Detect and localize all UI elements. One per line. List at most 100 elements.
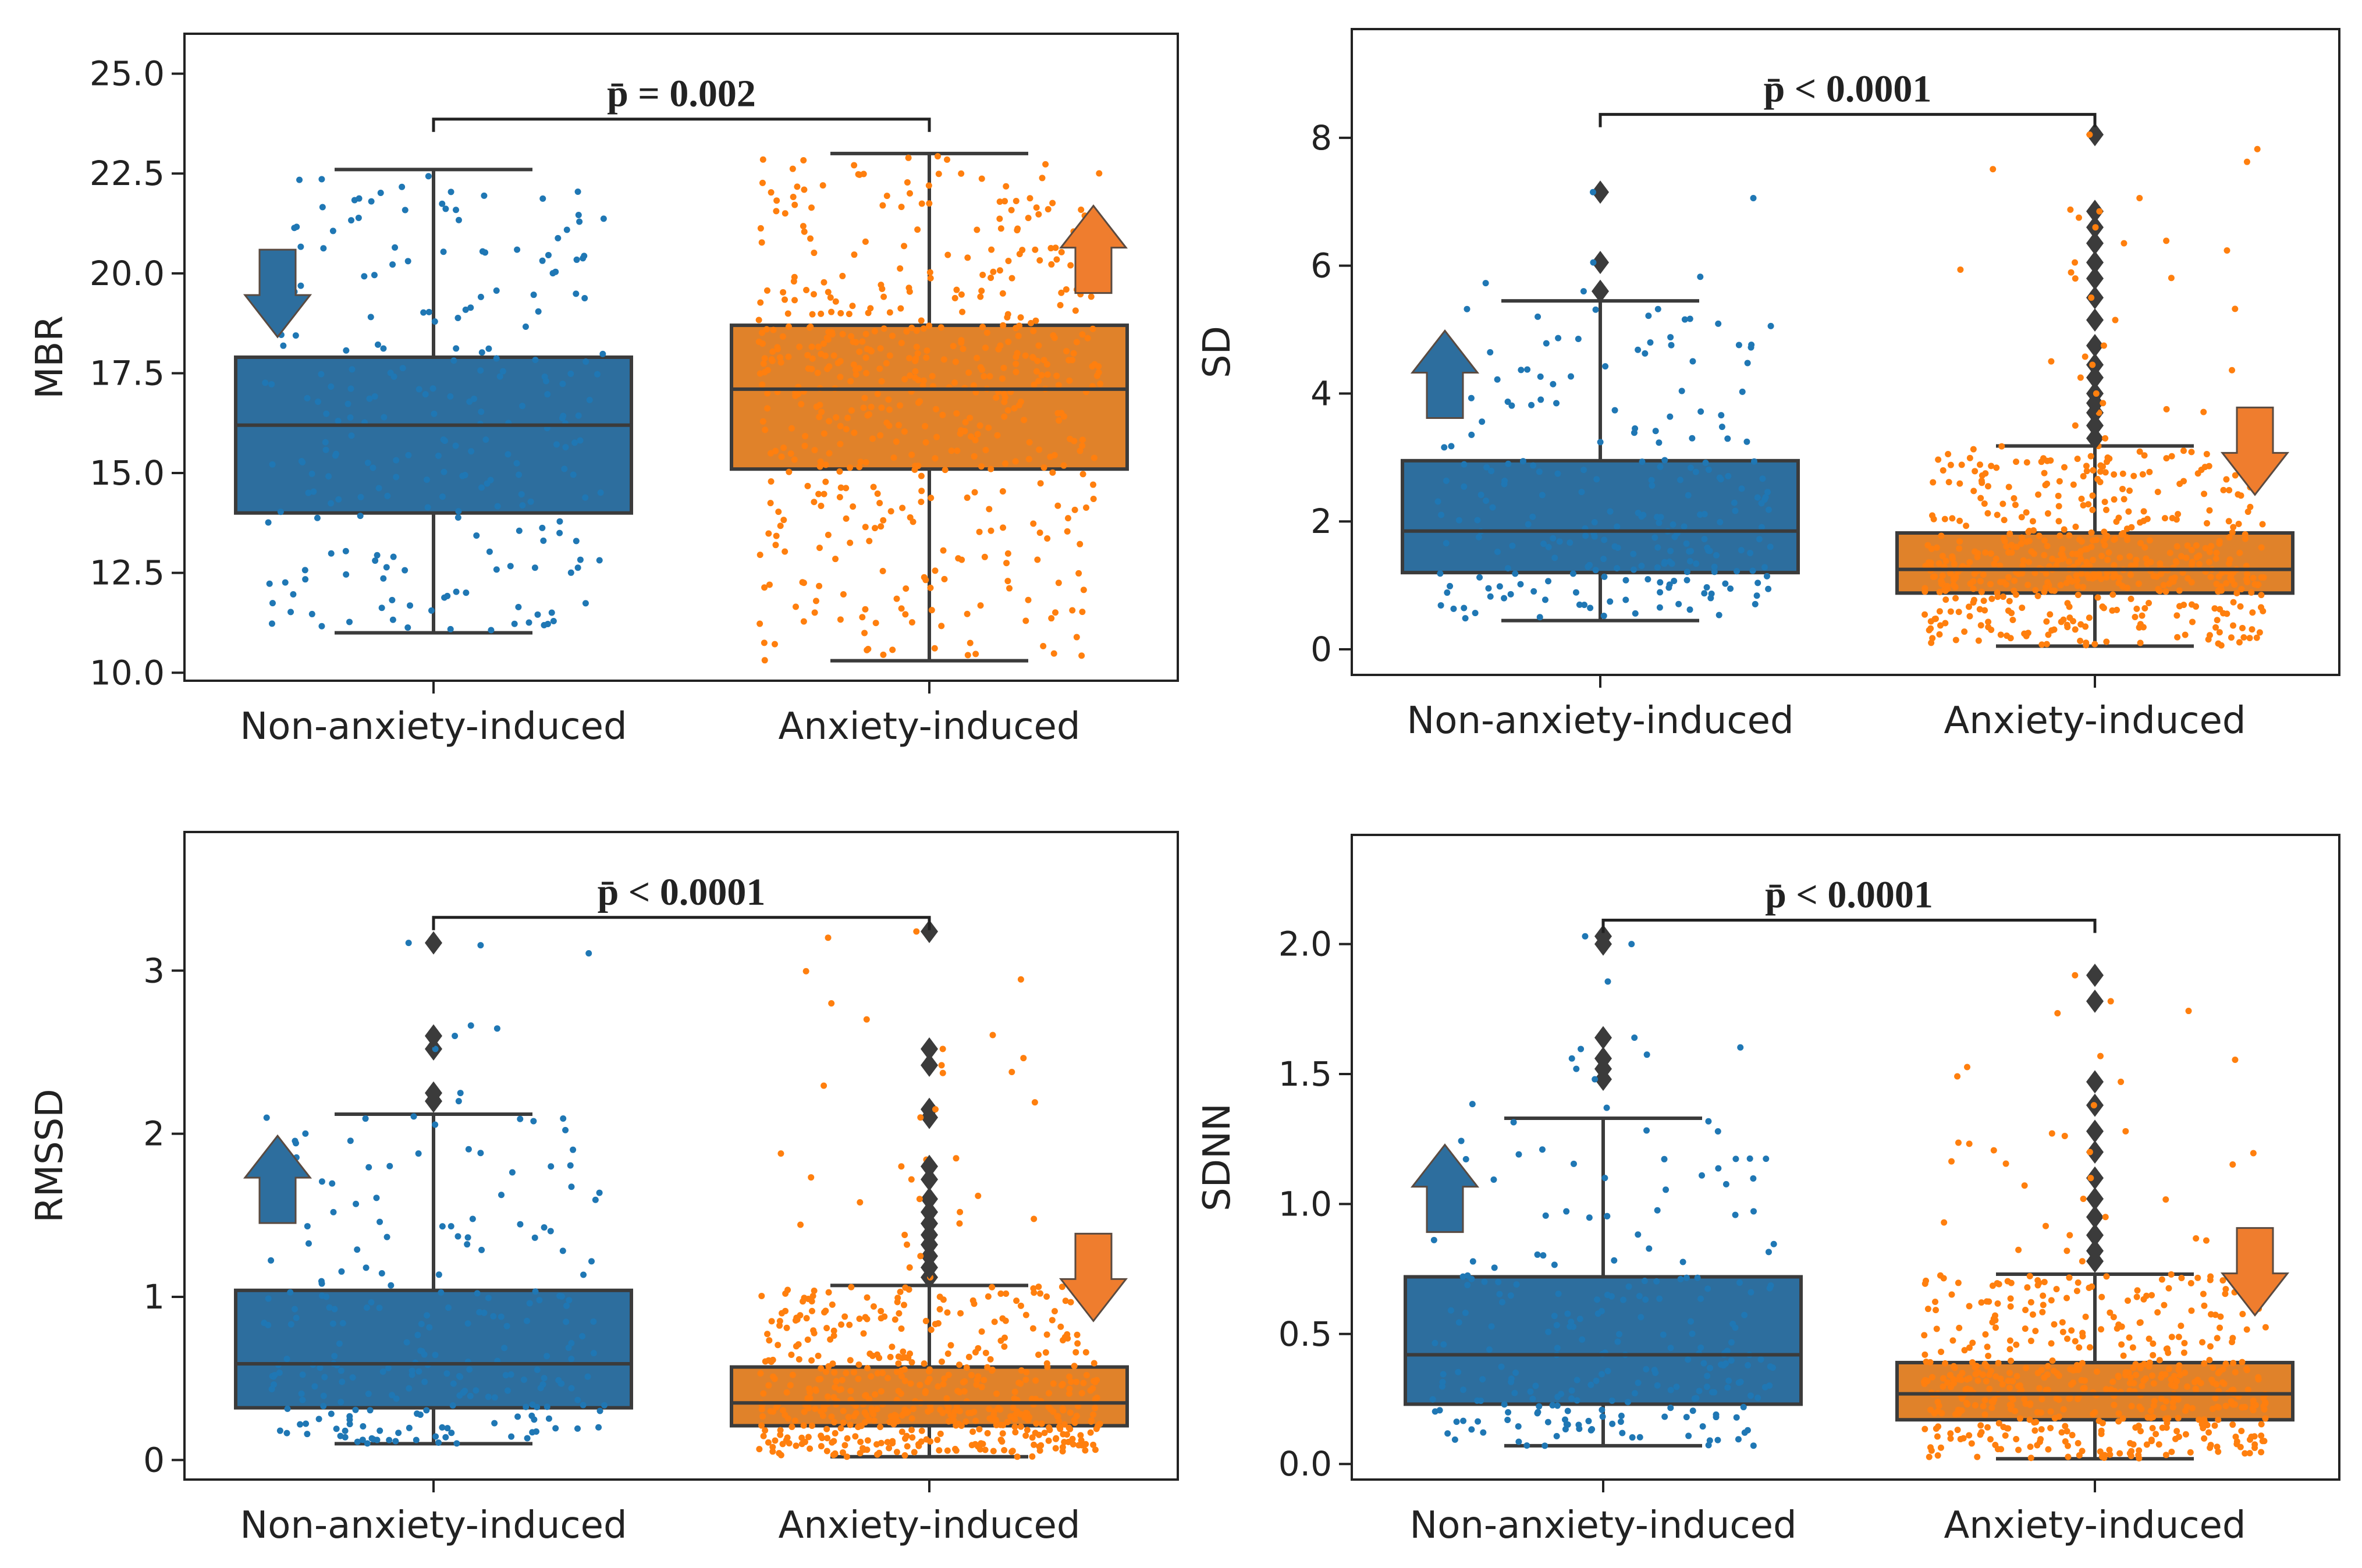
data-point [1080, 1379, 1087, 1386]
data-point [2206, 1357, 2213, 1364]
data-point [808, 1423, 815, 1430]
data-point [2115, 1373, 2122, 1379]
data-point [1980, 598, 1987, 605]
data-point [1921, 1351, 1928, 1358]
data-point [789, 1371, 796, 1378]
data-point [1022, 617, 1029, 624]
data-point [555, 234, 562, 241]
data-point [1746, 1155, 1753, 1162]
data-point [758, 329, 765, 336]
data-point [1724, 1384, 1731, 1391]
data-point [889, 332, 896, 339]
data-point [2154, 488, 2161, 495]
data-point [1537, 396, 1544, 403]
data-point [477, 367, 484, 374]
data-point [1462, 1155, 1469, 1162]
data-point [323, 410, 330, 417]
data-point [1952, 637, 1959, 643]
data-point [2066, 1232, 2073, 1239]
data-point [1964, 1064, 1971, 1071]
data-point [1962, 1386, 1969, 1393]
data-point [837, 616, 844, 623]
data-point [830, 1438, 837, 1445]
data-point [477, 1150, 484, 1157]
data-point [1001, 390, 1008, 397]
data-point [329, 227, 336, 234]
data-point [2187, 1449, 2194, 1456]
data-point [871, 1417, 878, 1424]
data-point [2243, 158, 2250, 165]
data-point [2229, 1161, 2236, 1168]
data-point [1544, 1418, 1551, 1425]
data-point [347, 1137, 354, 1144]
data-point [2019, 605, 2026, 611]
data-point [916, 1196, 923, 1203]
data-point [1598, 1371, 1605, 1378]
data-point [1977, 1422, 1984, 1429]
data-point [596, 1407, 603, 1414]
data-point [444, 1425, 451, 1432]
data-point [484, 480, 491, 487]
data-point [2045, 631, 2052, 638]
data-point [1581, 602, 1588, 609]
data-point [464, 1320, 471, 1327]
data-point [2098, 552, 2105, 559]
data-point [2083, 559, 2090, 566]
data-point [895, 1388, 902, 1395]
data-point [1003, 183, 1010, 190]
data-point [465, 1146, 472, 1153]
data-point [299, 1371, 306, 1378]
data-point [328, 1410, 335, 1417]
data-point [574, 1425, 581, 1432]
data-point [310, 488, 317, 495]
data-point [409, 1367, 415, 1374]
data-point [775, 1342, 782, 1349]
data-point [810, 291, 817, 298]
outlier-marker [2086, 1166, 2104, 1190]
data-point [846, 311, 853, 318]
data-point [819, 1434, 826, 1441]
y-tick-label: 2 [143, 1114, 165, 1154]
data-point [2243, 575, 2250, 582]
data-point [1070, 1441, 1077, 1448]
data-point [1024, 1427, 1031, 1434]
data-point [1977, 1431, 1984, 1438]
data-point [2256, 629, 2263, 636]
data-point [2222, 1360, 2229, 1367]
data-point [556, 518, 563, 525]
data-point [1580, 467, 1587, 474]
data-point [876, 1354, 883, 1361]
y-tick-label: 2 [1310, 502, 1332, 541]
data-point [455, 508, 462, 515]
data-point [1071, 438, 1078, 445]
data-point [760, 1390, 767, 1397]
data-point [1601, 1175, 1608, 1182]
data-point [568, 1356, 575, 1363]
data-point [1498, 1363, 1505, 1370]
data-point [268, 381, 275, 387]
data-point [2030, 527, 2037, 534]
data-point [514, 246, 521, 253]
data-point [1711, 563, 1718, 570]
data-point [389, 596, 396, 603]
data-point [986, 1415, 993, 1422]
data-point [2118, 1341, 2125, 1348]
data-point [1956, 545, 1963, 552]
data-point [1056, 417, 1063, 424]
data-point [2240, 634, 2247, 641]
data-point [2207, 1273, 2214, 1280]
data-point [1952, 573, 1959, 580]
y-tick-label: 3 [143, 951, 165, 990]
data-point [478, 349, 485, 356]
data-point [2232, 1056, 2239, 1063]
data-point [293, 1314, 300, 1321]
data-point [2146, 1363, 2153, 1370]
data-point [999, 1315, 1006, 1322]
data-point [792, 389, 799, 396]
data-point [864, 646, 871, 653]
data-point [1007, 1413, 1014, 1420]
data-point [2143, 1292, 2150, 1299]
data-point [524, 1435, 531, 1442]
data-point [599, 350, 606, 357]
data-point [2162, 588, 2169, 595]
